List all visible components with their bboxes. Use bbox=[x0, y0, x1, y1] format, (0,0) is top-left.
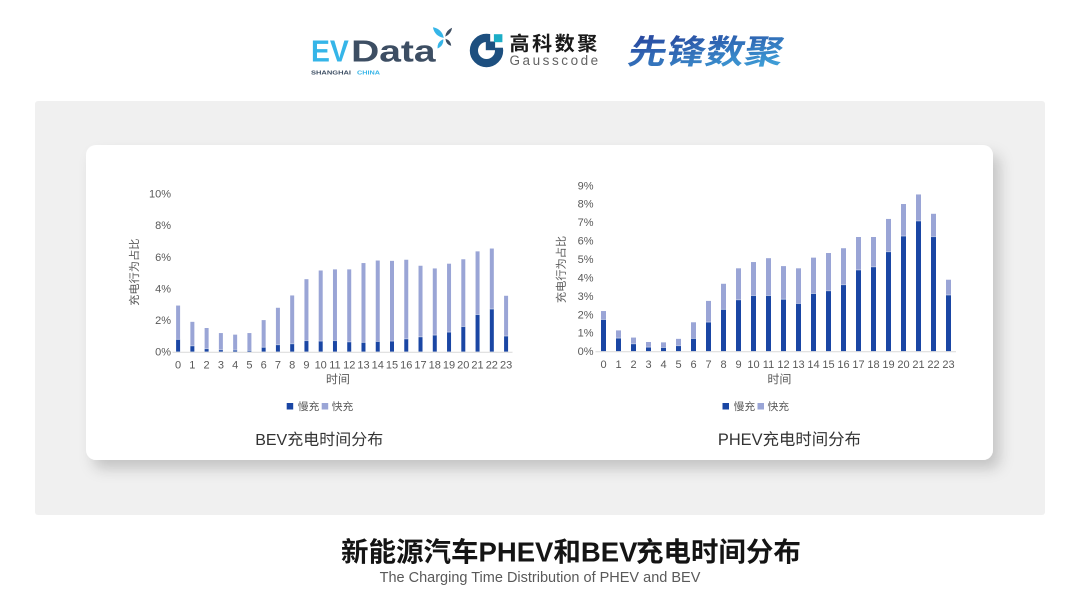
svg-text:3: 3 bbox=[218, 360, 224, 372]
svg-text:7: 7 bbox=[705, 359, 711, 371]
svg-text:8: 8 bbox=[289, 360, 295, 372]
svg-text:BEV: BEV bbox=[581, 537, 638, 568]
svg-text:18: 18 bbox=[867, 359, 879, 371]
svg-text:1: 1 bbox=[615, 359, 621, 371]
svg-text:5: 5 bbox=[246, 360, 252, 372]
svg-text:6: 6 bbox=[690, 359, 696, 371]
svg-text:3: 3 bbox=[645, 359, 651, 371]
svg-text:4: 4 bbox=[660, 359, 666, 371]
svg-text:10: 10 bbox=[747, 359, 759, 371]
svg-text:0: 0 bbox=[175, 360, 181, 372]
svg-text:3%: 3% bbox=[578, 291, 594, 303]
svg-text:8: 8 bbox=[720, 359, 726, 371]
svg-text:21: 21 bbox=[912, 359, 924, 371]
svg-text:1%: 1% bbox=[578, 328, 594, 340]
svg-text:20: 20 bbox=[897, 359, 909, 371]
svg-text:SHANGHAI: SHANGHAI bbox=[311, 71, 352, 77]
svg-text:2%: 2% bbox=[155, 315, 171, 327]
svg-text:14: 14 bbox=[807, 359, 819, 371]
svg-text:17: 17 bbox=[414, 360, 426, 372]
svg-text:8%: 8% bbox=[155, 220, 171, 232]
svg-text:22: 22 bbox=[486, 360, 498, 372]
svg-text:17: 17 bbox=[852, 359, 864, 371]
svg-text:11: 11 bbox=[763, 359, 774, 371]
svg-text:10%: 10% bbox=[149, 189, 171, 201]
svg-text:14: 14 bbox=[372, 360, 384, 372]
svg-text:9: 9 bbox=[735, 359, 741, 371]
svg-text:4%: 4% bbox=[578, 272, 594, 284]
svg-text:2: 2 bbox=[630, 359, 636, 371]
svg-text:Data: Data bbox=[351, 34, 437, 68]
svg-text:0: 0 bbox=[600, 359, 606, 371]
svg-text:0%: 0% bbox=[155, 347, 171, 359]
svg-text:23: 23 bbox=[942, 359, 954, 371]
svg-text:12: 12 bbox=[777, 359, 789, 371]
svg-text:20: 20 bbox=[457, 360, 469, 372]
svg-text:1: 1 bbox=[189, 360, 195, 372]
svg-text:PHEV: PHEV bbox=[718, 431, 763, 449]
svg-text:9: 9 bbox=[303, 360, 309, 372]
svg-text:7%: 7% bbox=[578, 217, 594, 229]
svg-text:9%: 9% bbox=[578, 180, 594, 192]
svg-text:4: 4 bbox=[232, 360, 238, 372]
svg-text:6%: 6% bbox=[578, 236, 594, 248]
svg-text:PHEV: PHEV bbox=[479, 537, 555, 568]
svg-text:23: 23 bbox=[500, 360, 512, 372]
svg-text:6%: 6% bbox=[155, 252, 171, 264]
svg-text:13: 13 bbox=[792, 359, 804, 371]
svg-text:2: 2 bbox=[204, 360, 210, 372]
svg-text:15: 15 bbox=[386, 360, 398, 372]
svg-text:0%: 0% bbox=[578, 346, 594, 358]
svg-text:19: 19 bbox=[882, 359, 894, 371]
svg-text:10: 10 bbox=[315, 360, 327, 372]
svg-text:Gausscode: Gausscode bbox=[510, 53, 601, 68]
svg-text:6: 6 bbox=[261, 360, 267, 372]
svg-text:13: 13 bbox=[357, 360, 369, 372]
svg-text:18: 18 bbox=[429, 360, 441, 372]
svg-text:12: 12 bbox=[343, 360, 355, 372]
svg-text:19: 19 bbox=[443, 360, 455, 372]
svg-text:7: 7 bbox=[275, 360, 281, 372]
svg-text:11: 11 bbox=[329, 360, 340, 372]
svg-text:16: 16 bbox=[400, 360, 412, 372]
svg-text:5: 5 bbox=[675, 359, 681, 371]
svg-text:EV: EV bbox=[311, 34, 349, 68]
svg-text:4%: 4% bbox=[155, 283, 171, 295]
svg-text:5%: 5% bbox=[578, 254, 594, 266]
svg-text:The Charging Time Distribution: The Charging Time Distribution of PHEV a… bbox=[380, 570, 701, 586]
svg-text:2%: 2% bbox=[578, 309, 594, 321]
svg-text:CHINA: CHINA bbox=[357, 71, 380, 77]
svg-text:22: 22 bbox=[927, 359, 939, 371]
svg-text:BEV: BEV bbox=[255, 432, 287, 449]
svg-text:15: 15 bbox=[822, 359, 834, 371]
svg-text:16: 16 bbox=[837, 359, 849, 371]
svg-text:21: 21 bbox=[471, 360, 483, 372]
svg-text:8%: 8% bbox=[578, 199, 594, 211]
